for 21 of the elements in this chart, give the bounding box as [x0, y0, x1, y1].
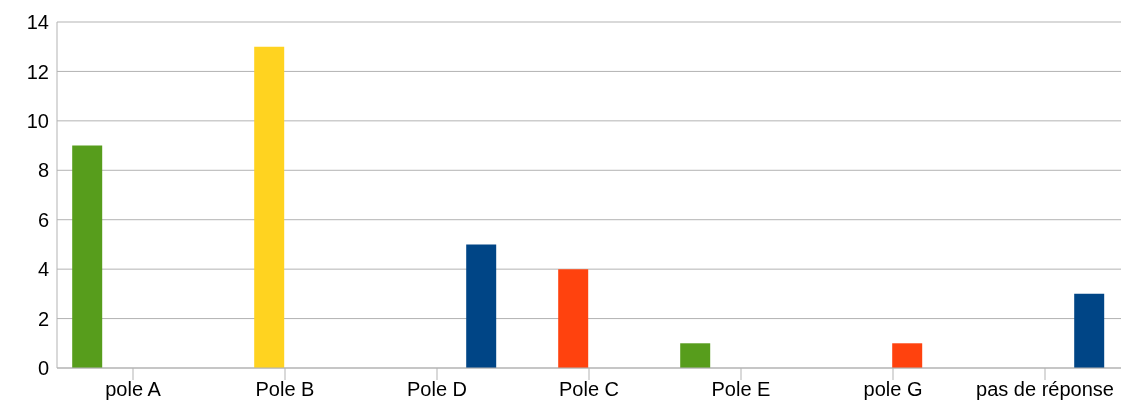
y-tick-label: 6 — [37, 208, 49, 231]
y-tick-label: 0 — [37, 357, 49, 380]
x-tick-label: Pole D — [406, 378, 468, 401]
y-tick-label: 8 — [37, 159, 49, 182]
bar — [680, 343, 711, 368]
bar — [72, 145, 103, 368]
y-tick-label: 14 — [26, 11, 49, 34]
x-tick-label: pas de réponse — [976, 378, 1114, 401]
x-tick-label: pole G — [863, 378, 923, 401]
x-tick-label: Pole C — [558, 378, 620, 401]
x-tick-label: pole A — [105, 378, 162, 401]
y-tick-label: 4 — [37, 258, 49, 281]
y-tick-label: 12 — [26, 60, 49, 83]
x-tick-label: Pole E — [711, 378, 771, 401]
bar — [466, 244, 497, 368]
x-tick-label: Pole B — [255, 378, 315, 401]
bar — [892, 343, 923, 368]
bar — [254, 46, 285, 368]
y-tick-label: 2 — [37, 307, 49, 330]
y-tick-label: 10 — [26, 109, 49, 132]
bar — [1074, 293, 1105, 368]
